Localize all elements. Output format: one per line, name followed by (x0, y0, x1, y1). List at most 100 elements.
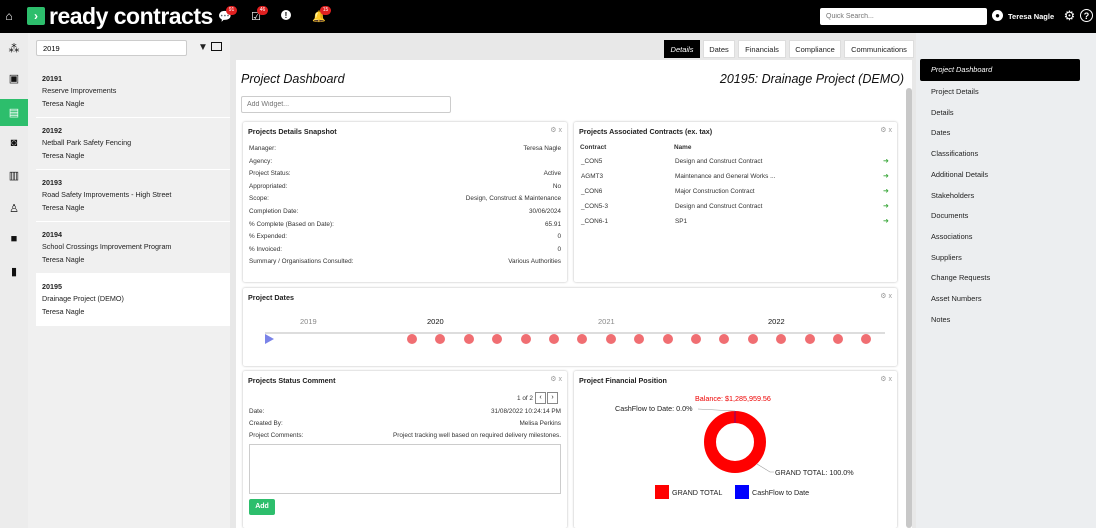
right-nav-item[interactable]: Dates (931, 128, 951, 138)
project-list-item[interactable]: 20192 Netball Park Safety Fencing Teresa N… (36, 118, 230, 170)
snapshot-row-value: Teresa Nagle (523, 145, 561, 152)
right-nav-item[interactable]: Stakeholders (931, 190, 975, 200)
comment-textarea[interactable] (249, 444, 561, 494)
right-nav-item[interactable]: Change Requests (931, 273, 991, 283)
right-nav-item[interactable]: Details (931, 107, 954, 117)
financial-donut-chart (697, 408, 774, 473)
list-view-icon[interactable] (211, 42, 222, 51)
right-nav-item[interactable]: Notes (931, 314, 951, 324)
snapshot-row-value: No (552, 182, 561, 190)
user-icon[interactable]: ● (992, 10, 1003, 21)
alerts-badge: 15 (320, 6, 331, 15)
card-controls-icon[interactable]: ⚙ x (880, 376, 892, 383)
card-controls-icon[interactable]: ⚙ x (550, 127, 562, 134)
tab-compliance[interactable]: Compliance (789, 40, 841, 58)
contract-icon[interactable]: ◙ (10, 137, 18, 149)
timeline-milestone-dot[interactable] (861, 334, 872, 344)
timeline-milestone-dot[interactable] (549, 334, 559, 344)
right-nav-item[interactable]: Associations (931, 231, 973, 241)
card-controls-icon[interactable]: ⚙ x (880, 127, 892, 134)
right-nav-item[interactable]: Project Details (931, 87, 979, 96)
open-contract-arrow-icon[interactable]: ➜ (883, 218, 889, 225)
person-icon[interactable]: ♙ (9, 202, 19, 215)
timeline-milestone-dot[interactable] (719, 334, 730, 344)
legend-swatch-cashflow[interactable] (735, 485, 749, 499)
snapshot-row-label: % Invoiced: (249, 245, 283, 253)
gear-icon[interactable]: ⚙ (1063, 7, 1076, 23)
timeline-milestone-dot[interactable] (435, 334, 446, 344)
right-nav-item[interactable]: Documents (931, 211, 969, 221)
scrollbar[interactable] (906, 88, 912, 528)
home-icon[interactable]: ⌂ (5, 9, 13, 23)
page-title: Project Dashboard (241, 72, 345, 86)
timeline-milestone-dot[interactable] (747, 334, 758, 344)
project-list-item[interactable]: 20194 School Crossings Improvement Progra… (36, 222, 230, 274)
projects-icon[interactable]: ▤ (0, 99, 28, 126)
dashboard-icon[interactable]: ⁂ (8, 42, 20, 55)
help-icon[interactable]: ? (1080, 9, 1093, 22)
prev-button[interactable]: ‹ (535, 392, 546, 404)
reports-icon[interactable]: ▮ (10, 265, 18, 278)
tab-dates[interactable]: Dates (703, 40, 735, 58)
legend-swatch-grand-total[interactable] (655, 485, 669, 499)
right-nav-item[interactable]: Classifications (931, 149, 979, 159)
right-nav-item[interactable]: Suppliers (931, 252, 962, 262)
timeline-milestone-dot[interactable] (804, 334, 815, 344)
top-bar: ⌂ › ready contracts 💬 91 ☑ 46 ! 🔔 15 ● T… (0, 0, 1096, 33)
logo-icon[interactable]: › (27, 7, 45, 25)
right-nav-item[interactable]: Project Dashboard (920, 59, 1080, 81)
open-contract-arrow-icon[interactable]: ➜ (883, 203, 889, 210)
contracts-header-contract: Contract (580, 144, 607, 151)
financial-card: Project Financial Position ⚙ x (574, 371, 897, 528)
project-list-item[interactable]: 20195 Drainage Project (DEMO) Teresa Nagle (36, 274, 230, 326)
cashflow-label: CashFlow to Date: 0.0% (615, 404, 693, 413)
timeline-milestone-dot[interactable] (407, 334, 417, 344)
timeline-milestone-dot[interactable] (776, 334, 787, 344)
clipboard-icon[interactable]: ▣ (8, 72, 20, 85)
project-name: Drainage Project (DEMO) (42, 294, 124, 303)
snapshot-card: Projects Details Snapshot ⚙ x (243, 122, 567, 282)
info-icon[interactable]: ! (281, 10, 291, 20)
timeline-milestone-dot[interactable] (605, 334, 616, 344)
project-list-item[interactable]: 20193 Road Safety Improvements - High Str… (36, 170, 230, 222)
right-nav-item[interactable]: Asset Numbers (931, 294, 982, 303)
user-name[interactable]: Teresa Nagle (1008, 12, 1055, 21)
snapshot-row-label: % Complete (Based on Date): (249, 220, 334, 228)
legend-label-grand-total: GRAND TOTAL (672, 488, 723, 497)
right-nav-item[interactable]: Additional Details (931, 169, 989, 179)
brand-name[interactable]: ready contracts (49, 3, 213, 29)
contract-name: Design and Construct Contract (675, 158, 763, 165)
timeline-milestone-dot[interactable] (634, 334, 645, 344)
project-owner: Teresa Nagle (42, 99, 85, 108)
timeline-start-marker[interactable] (265, 334, 274, 344)
tab-communications[interactable]: Communications (844, 40, 914, 58)
open-contract-arrow-icon[interactable]: ➜ (883, 158, 889, 165)
snapshot-row-label: Appropriated: (249, 182, 288, 190)
timeline-milestone-dot[interactable] (520, 334, 531, 344)
tasks-icon[interactable]: ☑ (251, 10, 261, 23)
project-search-input[interactable] (36, 40, 187, 56)
add-comment-button[interactable]: Add (249, 499, 275, 515)
snapshot-row-label: Manager: (249, 145, 276, 152)
timeline-milestone-dot[interactable] (691, 334, 701, 344)
donut-slice-grand-total[interactable] (704, 411, 766, 473)
tab-details[interactable]: Details (664, 40, 700, 58)
open-contract-arrow-icon[interactable]: ➜ (883, 188, 889, 195)
contracts-header-name: Name (674, 144, 692, 151)
filter-icon[interactable]: ▼ (198, 42, 208, 53)
add-widget-input[interactable] (241, 96, 451, 113)
quick-search-input[interactable] (820, 8, 987, 25)
timeline-milestone-dot[interactable] (833, 334, 843, 344)
folder-icon[interactable]: ■ (10, 233, 18, 245)
timeline-milestone-dot[interactable] (662, 334, 673, 344)
documents-icon[interactable]: ▥ (8, 169, 20, 182)
timeline-milestone-dot[interactable] (492, 334, 503, 344)
card-controls-icon[interactable]: ⚙ x (550, 376, 562, 383)
card-controls-icon[interactable]: ⚙ x (880, 293, 892, 300)
timeline-milestone-dot[interactable] (463, 334, 474, 344)
project-list-item[interactable]: 20191 Reserve Improvements Teresa Nagle (36, 66, 230, 118)
timeline-milestone-dot[interactable] (577, 334, 588, 344)
tab-financials[interactable]: Financials (738, 40, 786, 58)
next-button[interactable]: › (547, 392, 558, 404)
open-contract-arrow-icon[interactable]: ➜ (883, 173, 889, 180)
